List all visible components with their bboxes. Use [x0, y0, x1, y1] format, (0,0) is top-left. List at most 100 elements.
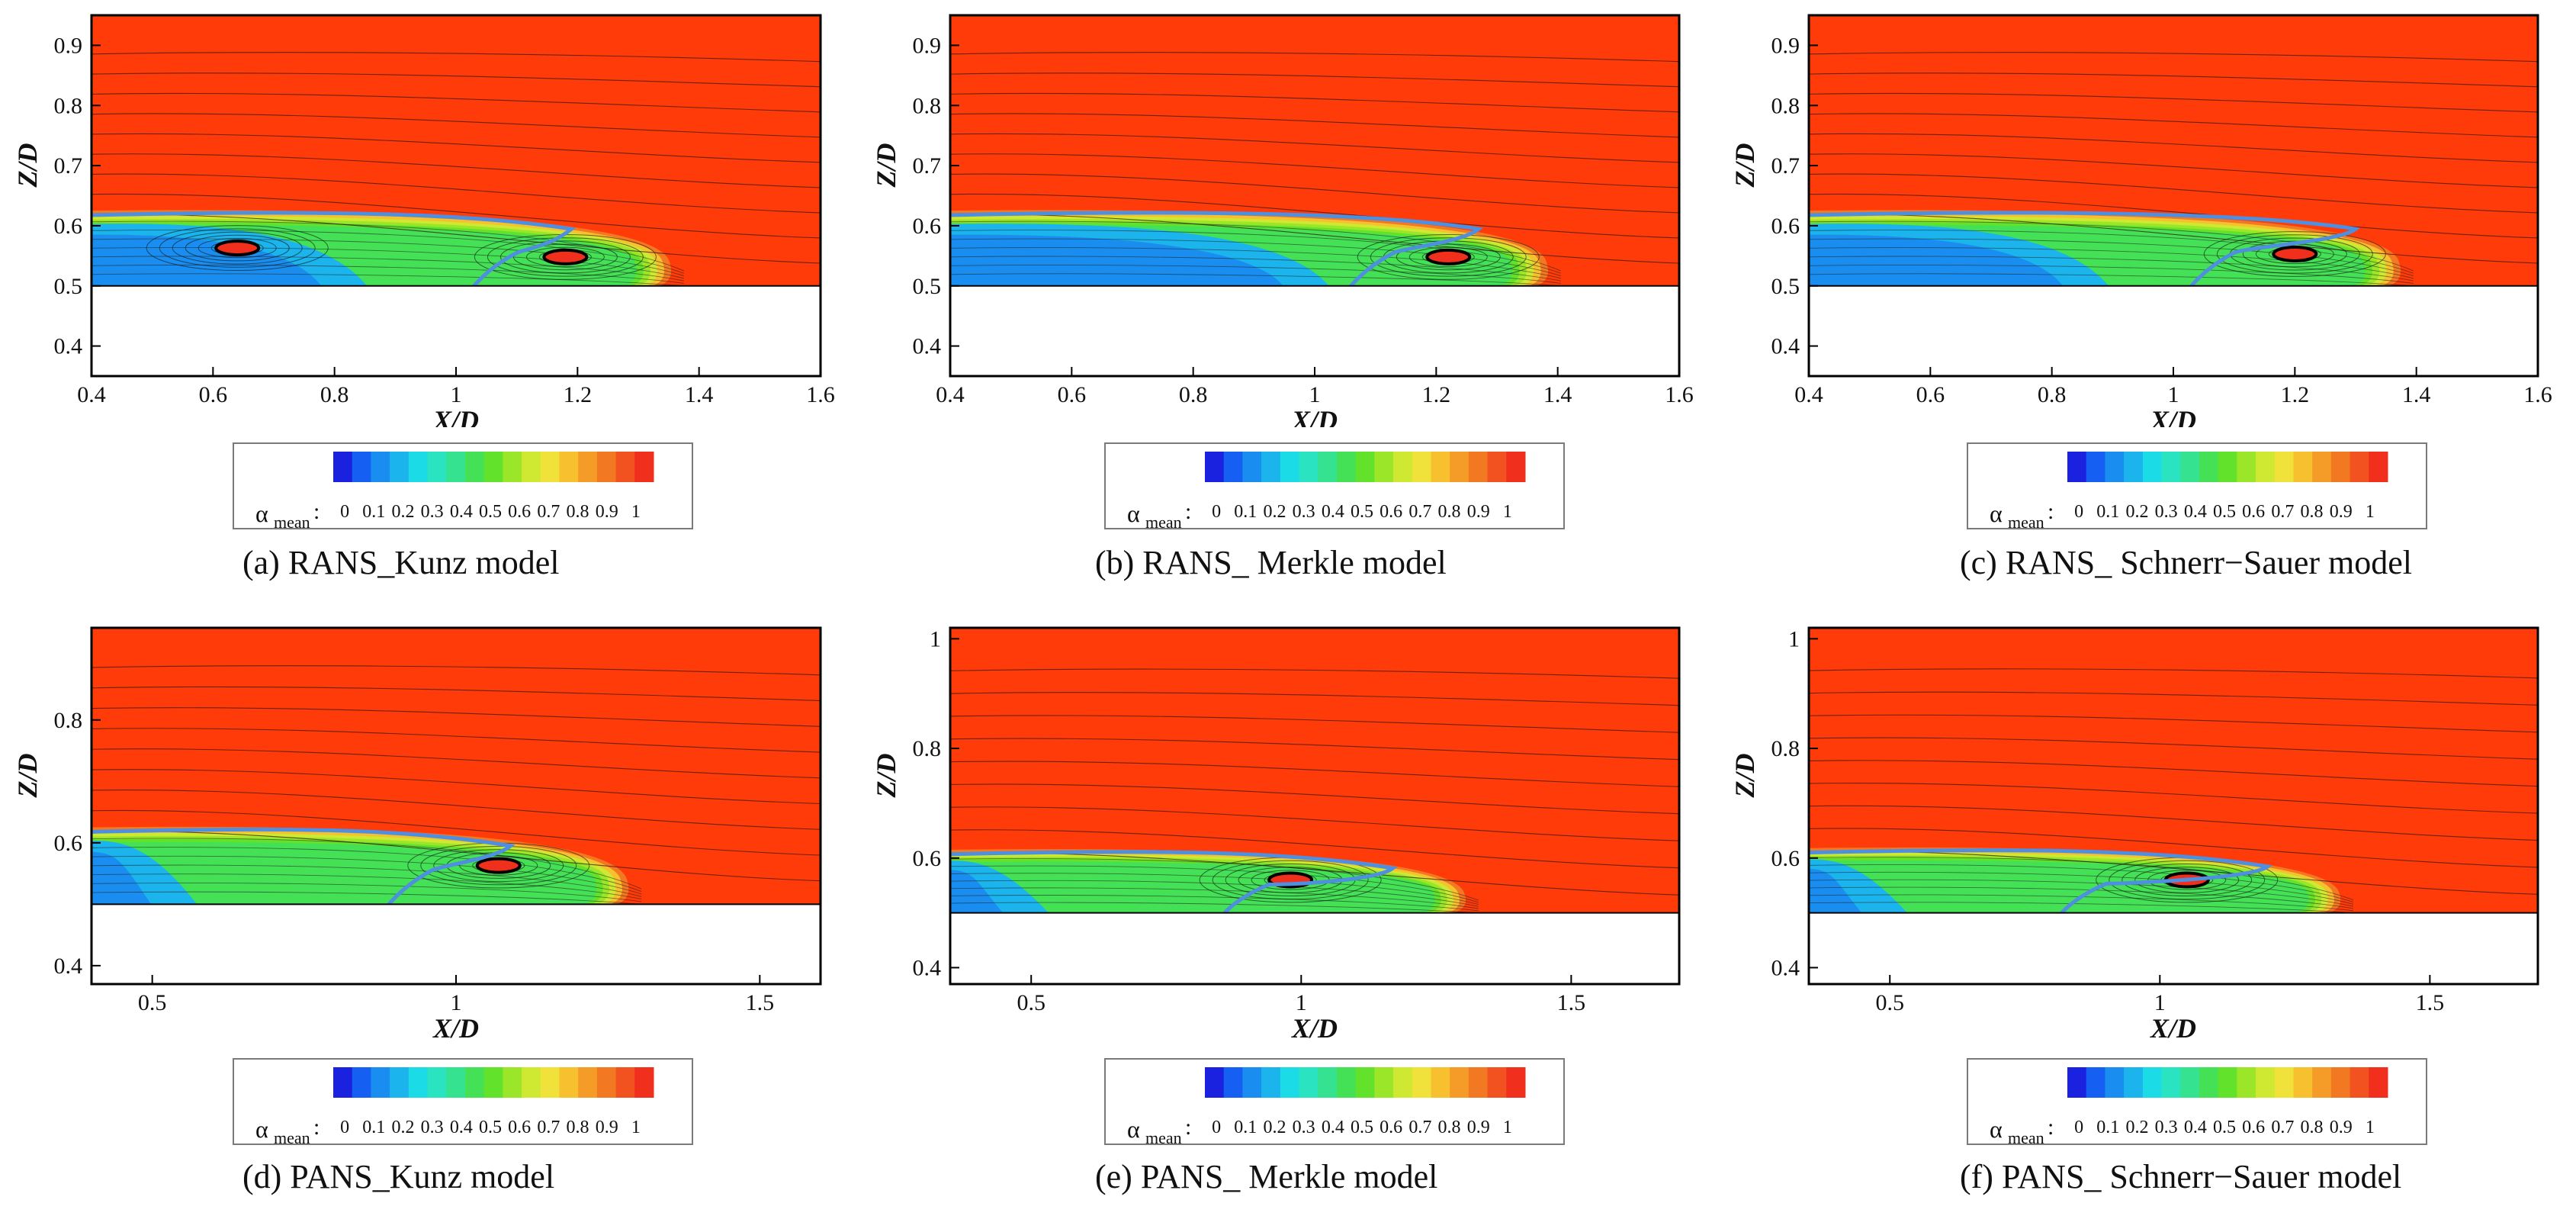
y-tick-label: 0.8 [913, 736, 942, 761]
streamline [92, 830, 821, 882]
streamline [1809, 864, 2354, 902]
streamline [1809, 220, 2414, 272]
legend-colon: : [313, 1115, 320, 1140]
streamline [92, 92, 821, 113]
y-tick-label: 0.4 [1771, 955, 1800, 980]
recirculation-streamline [2109, 860, 2266, 900]
flow-field [92, 15, 821, 286]
legend-colon: : [1185, 499, 1191, 524]
x-tick-label: 1.2 [564, 382, 593, 407]
streamline [1809, 193, 2538, 239]
streamline [1809, 113, 2538, 138]
colorbar-swatch [333, 452, 353, 482]
colorbar-swatch [408, 1067, 429, 1098]
panel-c: 0.4 0.6 0.8 1 1.2 1.4 1.6 0.4 0.5 0.6 0.7 0.8 0.9 X/D… [1717, 0, 2576, 595]
streamline [92, 838, 642, 889]
streamline [1809, 265, 2414, 284]
x-tick-label: 0.5 [1017, 990, 1045, 1015]
colorbar-swatch [1280, 452, 1300, 482]
colorbar-tick-label: 0.6 [2242, 1118, 2265, 1137]
colorbar-swatch [2369, 452, 2388, 482]
recirculation-streamline [1212, 860, 1369, 900]
colorbar-swatch [390, 1067, 410, 1098]
streamline [92, 707, 821, 727]
x-tick-label: 1.4 [2402, 382, 2431, 407]
contour-plot-a: 0.4 0.6 0.8 1 1.2 1.4 1.6 0.4 0.5 0.6 0.7 0.8 0.9 X/D… [12, 14, 835, 427]
colorbar-swatch [559, 452, 579, 482]
colorbar-swatch [2369, 1067, 2388, 1098]
colorbar-swatch [1299, 452, 1319, 482]
panel-d: 0.5 1 1.5 0.4 0.6 0.8 X/D Z/D α mean: 0 0.1 0.2 0.3 0… [0, 614, 859, 1232]
colorbar-swatch [615, 1067, 635, 1098]
colorbar-tick-label: 0.1 [2096, 1118, 2119, 1137]
colorbar-tick-label: 0.2 [2125, 1118, 2148, 1137]
legend-symbol: α [255, 1115, 268, 1143]
x-tick-label: 1.5 [746, 990, 775, 1015]
colorbar-tick-label: 0.5 [1351, 502, 1373, 522]
streamline [1809, 691, 2538, 706]
colorbar-swatch [2330, 452, 2351, 482]
colorbar-tick-label: 0.8 [1438, 502, 1461, 522]
colorbar-swatch [483, 452, 503, 482]
y-tick-label: 0.5 [1771, 274, 1800, 299]
y-axis-label: Z/D [871, 143, 901, 188]
cavity-interface-line [92, 827, 516, 905]
streamline [92, 72, 821, 88]
colorbar-swatch [427, 1067, 447, 1098]
colorbar-swatch [1431, 452, 1450, 482]
streamline [92, 728, 821, 753]
streamline [1809, 173, 2538, 214]
colorbar-swatch [559, 1067, 579, 1098]
flow-field [1809, 15, 2538, 286]
colorbar-tick-label: 0.2 [391, 1118, 414, 1137]
colorbar-swatch [352, 1067, 371, 1098]
colorbar-tick-label: 0.5 [2213, 1118, 2236, 1137]
recirculation-streamline [198, 237, 277, 259]
colorbar-swatch [2105, 452, 2125, 482]
colorbar-swatch [1223, 452, 1243, 482]
x-tick-label: 1.5 [1557, 990, 1586, 1015]
streamline [1809, 737, 2538, 760]
colorbar-swatch [2180, 1067, 2200, 1098]
recirculation-streamline [1396, 243, 1501, 271]
streamline [950, 113, 1679, 138]
colorbar-tick-label: 0.4 [1322, 1118, 1344, 1137]
y-tick-label: 0.6 [913, 846, 942, 871]
x-tick-label: 1.6 [1665, 382, 1694, 407]
colorbar-tick-label: 0.3 [421, 1118, 444, 1137]
streamline [950, 238, 1561, 277]
legend-e: α mean: 0 0.1 0.2 0.3 0.4 0.5 0.6 0.7 0.8 0.9 1 [1104, 1058, 1565, 1147]
colorbar-swatch [2274, 1067, 2294, 1098]
colorbar-swatch [446, 1067, 466, 1098]
y-tick-label: 1 [930, 626, 941, 651]
colorbar-tick-label: 0 [2074, 502, 2083, 522]
colorbar-swatch [390, 452, 410, 482]
legend-symbol: α [1127, 500, 1140, 527]
colorbar-swatch [2124, 1067, 2144, 1098]
x-tick-label: 0.8 [1179, 382, 1208, 407]
recirculation-streamline [2147, 870, 2227, 890]
recirculation-streamline [1357, 234, 1540, 280]
colorbar-swatch [371, 1067, 390, 1098]
y-tick-label: 0.7 [1771, 153, 1800, 179]
streamline [92, 113, 821, 138]
legend-subscript: mean [2008, 1128, 2044, 1144]
colorbar-swatch [2237, 452, 2256, 482]
colorbar-swatch [1336, 452, 1357, 482]
y-tick-label: 0.8 [54, 708, 83, 733]
colorbar-c: α mean:0 0.1 0.2 0.3 0.4 0.5 0.6 0.7 0.8 0.9 1 [1990, 452, 2388, 532]
streamline [1809, 230, 2414, 274]
colorbar-swatch [1412, 452, 1431, 482]
colorbar-swatch [522, 1067, 541, 1098]
streamline [1809, 760, 2538, 787]
legend-symbol: α [1127, 1115, 1140, 1143]
streamline [92, 230, 684, 274]
cavity-interface-line [92, 211, 577, 286]
streamline [950, 214, 1679, 264]
recirculation-streamline [499, 240, 631, 274]
streamline [950, 902, 1479, 913]
caption-a: (a) RANS_Kunz model [243, 544, 560, 581]
recirculation-streamline [2203, 231, 2386, 277]
legend-subscript: mean [1145, 513, 1182, 528]
streamline [1809, 133, 2538, 163]
